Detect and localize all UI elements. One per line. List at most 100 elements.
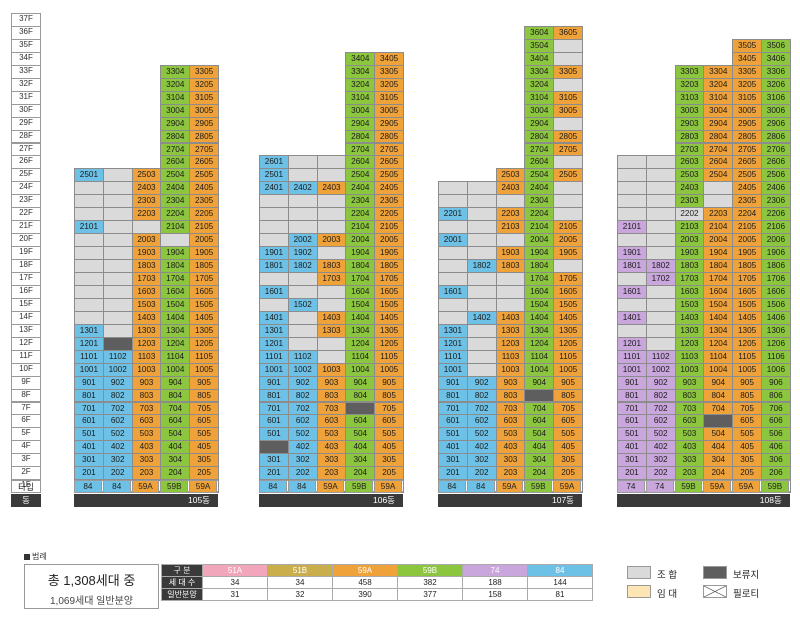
unit-cell: 702 <box>466 401 497 416</box>
unit-cell: 504 <box>703 427 734 442</box>
unit-cell: 3206 <box>761 77 791 92</box>
unit-cell: 604 <box>524 414 555 429</box>
johap-unit <box>316 297 347 312</box>
johap-unit <box>316 155 347 170</box>
unit-cell: 405 <box>553 440 583 455</box>
unit-cell: 2803 <box>674 129 705 144</box>
johap-unit <box>438 181 468 196</box>
type-cell: 84 <box>287 480 316 493</box>
johap-unit <box>553 38 583 53</box>
johap-unit <box>553 51 583 66</box>
unit-cell: 2003 <box>316 233 347 248</box>
unit-cell: 1303 <box>495 323 526 338</box>
unit-cell: 2005 <box>189 233 219 248</box>
unit-cell: 2906 <box>761 116 791 131</box>
unit-cell: 201 <box>438 466 468 481</box>
unit-cell: 405 <box>374 440 404 455</box>
unit-cell: 504 <box>160 427 191 442</box>
johap-unit <box>102 220 133 235</box>
legend-households-value: 34 <box>202 576 268 589</box>
unit-cell: 905 <box>189 375 219 390</box>
unit-cell: 205 <box>553 466 583 481</box>
unit-cell: 505 <box>189 427 219 442</box>
johap-unit <box>259 194 289 209</box>
johap-unit <box>645 181 676 196</box>
johap-unit <box>495 297 526 312</box>
unit-cell: 1005 <box>553 362 583 377</box>
unit-cell: 1404 <box>160 310 191 325</box>
unit-cell: 406 <box>761 440 791 455</box>
johap-unit <box>259 220 289 235</box>
unit-cell: 2705 <box>189 142 219 157</box>
unit-cell: 1101 <box>259 349 289 364</box>
unit-cell: 1004 <box>160 362 191 377</box>
johap-unit <box>102 194 133 209</box>
unit-cell: 1304 <box>345 323 376 338</box>
unit-cell: 703 <box>674 401 705 416</box>
unit-cell: 905 <box>374 375 404 390</box>
unit-cell: 2305 <box>732 194 762 209</box>
type-cell: 84 <box>438 480 466 493</box>
floor-label: 33F <box>11 64 41 79</box>
unit-cell: 2403 <box>316 181 347 196</box>
unit-cell: 2505 <box>553 168 583 183</box>
legend-label-piloti: 필로티 <box>733 589 760 600</box>
unit-cell: 2505 <box>732 168 762 183</box>
floor-label: 27F <box>11 142 41 157</box>
legend-households-value: 34 <box>267 576 333 589</box>
unit-cell: 2401 <box>259 181 289 196</box>
type-cell: 74 <box>645 480 674 493</box>
unit-cell: 1903 <box>495 246 526 261</box>
johap-unit <box>102 168 133 183</box>
unit-cell: 2504 <box>524 168 555 183</box>
johap-unit <box>466 246 497 261</box>
unit-cell: 1104 <box>524 349 555 364</box>
unit-cell: 1201 <box>74 336 104 351</box>
unit-cell: 1304 <box>524 323 555 338</box>
legend-label-rental: 임 대 <box>657 589 678 600</box>
unit-cell: 1504 <box>345 297 376 312</box>
unit-cell: 1801 <box>617 259 647 273</box>
unit-cell: 1303 <box>131 323 162 338</box>
unit-cell: 602 <box>466 414 497 429</box>
floor-label: 30F <box>11 103 41 118</box>
unit-cell: 2204 <box>732 207 762 222</box>
unit-cell: 1205 <box>189 336 219 351</box>
unit-cell: 605 <box>553 414 583 429</box>
legend-swatch-piloti <box>703 585 727 598</box>
floor-label: 14F <box>11 310 41 325</box>
unit-cell: 806 <box>761 388 791 403</box>
reserve-unit <box>345 401 376 416</box>
unit-cell: 802 <box>287 388 318 403</box>
unit-cell: 2905 <box>189 116 219 131</box>
unit-cell: 205 <box>189 466 219 481</box>
unit-cell: 501 <box>438 427 468 442</box>
unit-cell: 3304 <box>345 64 376 79</box>
unit-cell: 2504 <box>160 168 191 183</box>
unit-cell: 801 <box>74 388 104 403</box>
floor-label: 8F <box>11 388 41 403</box>
johap-unit <box>102 207 133 222</box>
unit-cell: 2904 <box>524 116 555 131</box>
unit-cell: 3305 <box>553 64 583 79</box>
unit-cell: 202 <box>466 466 497 481</box>
johap-unit <box>438 220 468 235</box>
unit-cell: 2406 <box>761 181 791 196</box>
johap-unit <box>74 310 104 325</box>
unit-cell: 2103 <box>674 220 705 235</box>
unit-cell: 1105 <box>374 349 404 364</box>
unit-cell: 1906 <box>761 246 791 261</box>
unit-cell: 1401 <box>617 310 647 325</box>
johap-unit <box>466 181 497 196</box>
legend-table: 구 분 51A 51B 59A 59B 74 84 세 대 수 34 34 458 382 188 14… <box>161 564 593 601</box>
unit-cell: 902 <box>645 375 676 390</box>
unit-cell: 201 <box>617 466 647 481</box>
legend-households-value: 382 <box>397 576 463 589</box>
unit-cell: 805 <box>732 388 762 403</box>
unit-cell: 1406 <box>761 310 791 325</box>
unit-cell: 1705 <box>732 272 762 286</box>
johap-unit <box>466 323 497 338</box>
unit-cell: 503 <box>495 427 526 442</box>
unit-cell: 1802 <box>645 259 676 273</box>
unit-cell: 2204 <box>345 207 376 222</box>
